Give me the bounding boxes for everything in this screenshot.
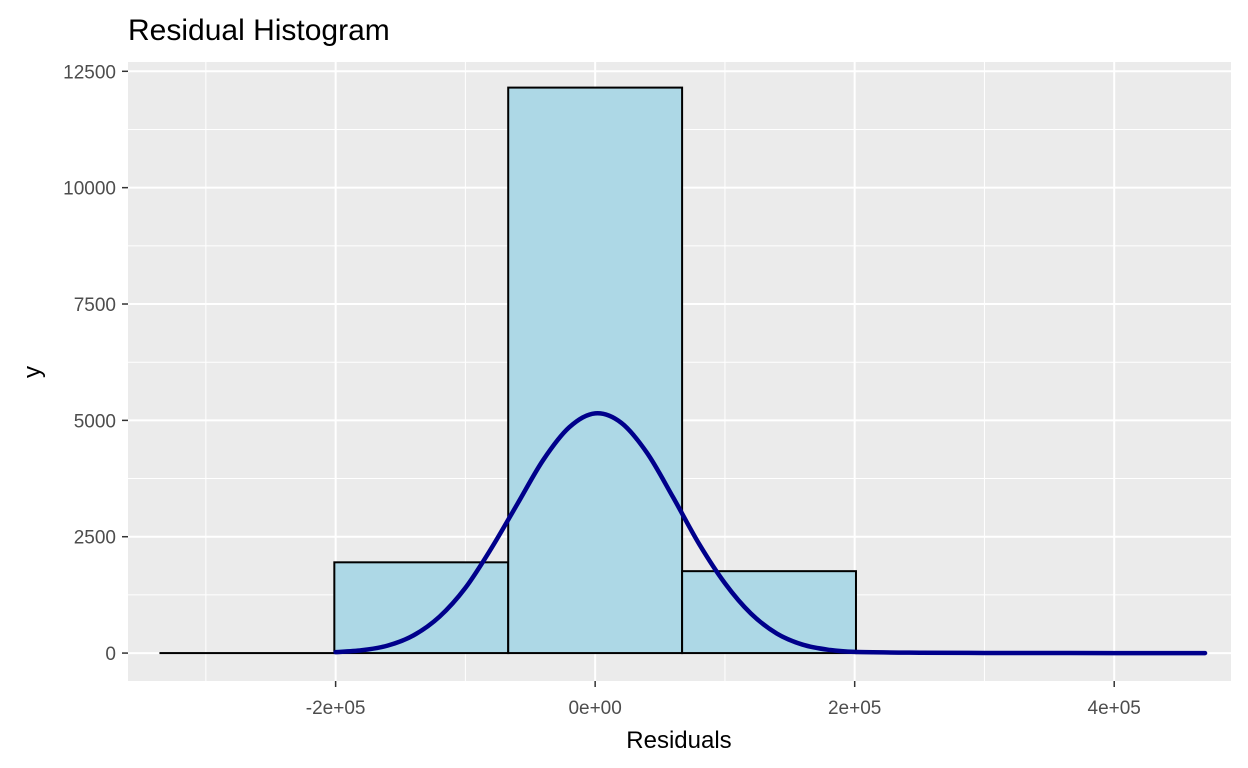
x-tick-label: 2e+05	[828, 698, 881, 719]
y-tick-label: 2500	[74, 528, 116, 549]
chart-title: Residual Histogram	[128, 14, 390, 47]
y-axis-ticks: 0 2500 5000 7500 10000 12500	[63, 62, 128, 665]
x-tick-label: -2e+05	[306, 698, 366, 719]
x-tick-label: 0e+00	[568, 698, 621, 719]
histogram-bar	[507, 86, 684, 655]
y-axis-title: y	[19, 366, 46, 378]
density-curve	[333, 411, 1208, 656]
x-axis-ticks: -2e+05 0e+00 2e+05 4e+05	[306, 681, 1141, 719]
y-tick-label: 5000	[74, 411, 116, 432]
x-tick-label: 4e+05	[1088, 698, 1141, 719]
y-tick-label: 0	[105, 644, 116, 665]
y-tick-label: 7500	[74, 295, 116, 316]
x-axis-title: Residuals	[626, 727, 731, 754]
histogram-bar	[681, 570, 857, 655]
y-tick-label: 10000	[63, 179, 116, 200]
y-tick-label: 12500	[63, 62, 116, 83]
histogram-bars	[159, 86, 1205, 655]
histogram-bar	[333, 561, 510, 655]
